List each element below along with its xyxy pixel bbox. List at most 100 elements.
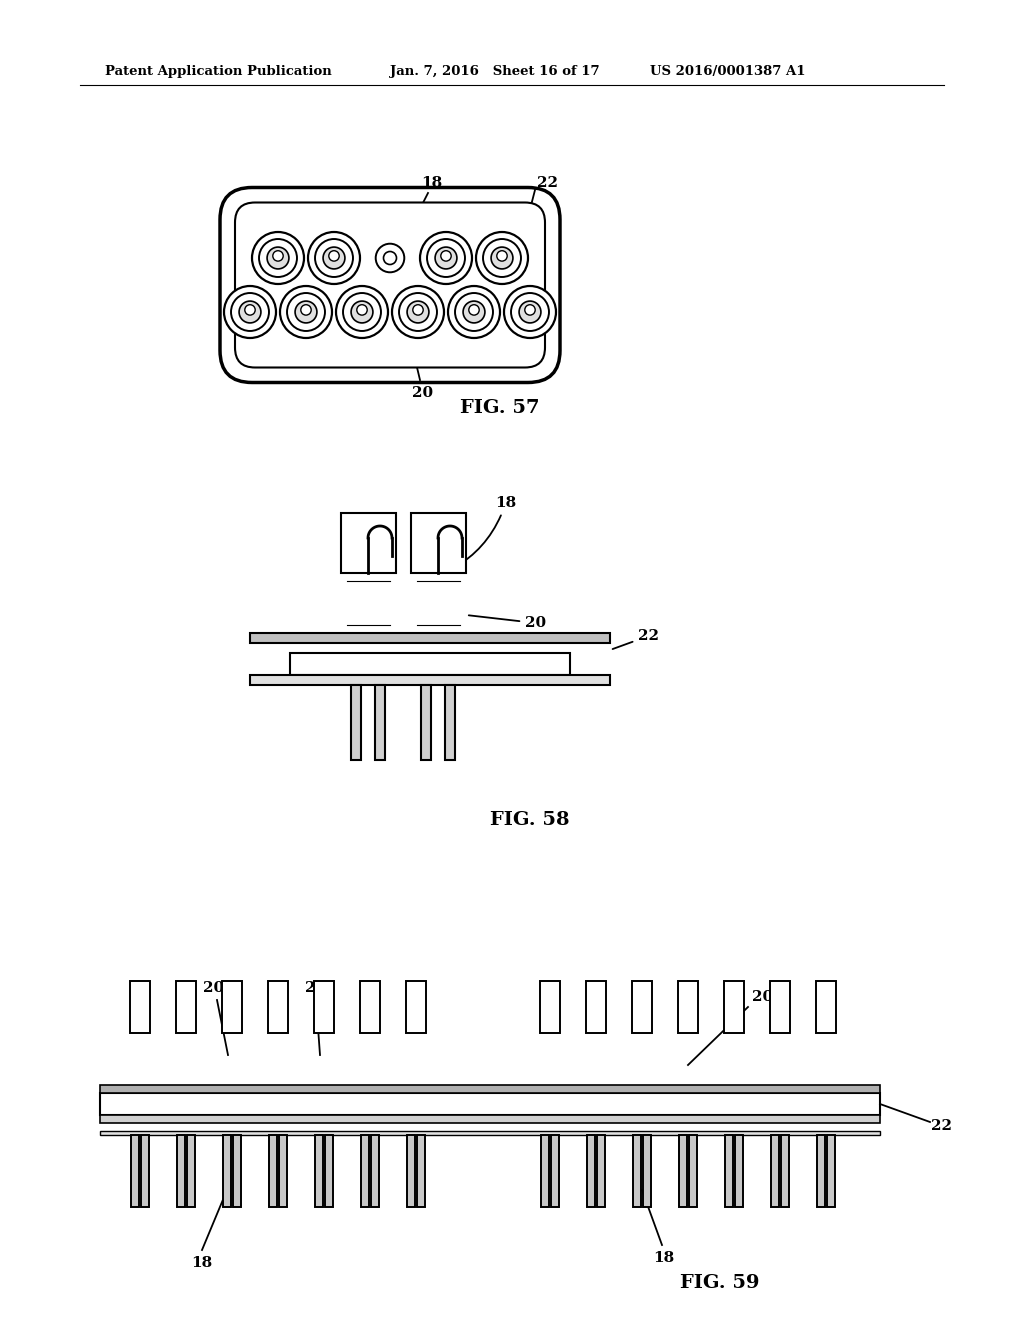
Circle shape: [435, 247, 457, 269]
Bar: [314, 981, 334, 1034]
Circle shape: [463, 301, 485, 323]
Circle shape: [420, 232, 472, 284]
Bar: [827, 1135, 835, 1206]
Bar: [233, 1135, 241, 1206]
Circle shape: [376, 244, 404, 272]
Circle shape: [267, 247, 289, 269]
Text: Patent Application Publication: Patent Application Publication: [105, 66, 332, 78]
Bar: [371, 1135, 379, 1206]
Bar: [540, 981, 560, 1034]
FancyBboxPatch shape: [234, 202, 545, 367]
Text: 18: 18: [653, 1251, 675, 1265]
Circle shape: [504, 286, 556, 338]
Circle shape: [280, 286, 332, 338]
Text: FIG. 58: FIG. 58: [490, 810, 569, 829]
Bar: [725, 1135, 733, 1206]
Circle shape: [469, 305, 479, 315]
Circle shape: [239, 301, 261, 323]
Circle shape: [224, 286, 276, 338]
Bar: [406, 981, 426, 1034]
Bar: [771, 1135, 779, 1206]
Circle shape: [343, 293, 381, 331]
Bar: [407, 1135, 415, 1206]
Circle shape: [524, 305, 536, 315]
Circle shape: [356, 305, 368, 315]
Bar: [187, 1135, 195, 1206]
Bar: [375, 685, 385, 760]
Bar: [587, 1135, 595, 1206]
Circle shape: [449, 286, 500, 338]
Circle shape: [476, 232, 528, 284]
Text: 22: 22: [932, 1119, 952, 1133]
Bar: [268, 981, 288, 1034]
FancyBboxPatch shape: [220, 187, 560, 383]
Bar: [817, 1135, 825, 1206]
Bar: [250, 675, 610, 685]
Text: Jan. 7, 2016   Sheet 16 of 17: Jan. 7, 2016 Sheet 16 of 17: [390, 66, 600, 78]
Bar: [411, 513, 466, 573]
Circle shape: [497, 251, 507, 261]
Circle shape: [308, 232, 360, 284]
Bar: [781, 1135, 790, 1206]
Bar: [176, 981, 196, 1034]
Bar: [222, 981, 242, 1034]
Bar: [541, 1135, 549, 1206]
Bar: [445, 685, 455, 760]
Text: 20: 20: [305, 981, 327, 995]
Bar: [100, 1085, 880, 1093]
Circle shape: [392, 286, 444, 338]
Bar: [100, 1093, 880, 1115]
Circle shape: [351, 301, 373, 323]
Bar: [551, 1135, 559, 1206]
Circle shape: [519, 301, 541, 323]
Bar: [100, 1131, 880, 1135]
Circle shape: [287, 293, 325, 331]
Bar: [770, 981, 790, 1034]
Circle shape: [492, 247, 513, 269]
Text: FIG. 59: FIG. 59: [680, 1274, 760, 1292]
Circle shape: [511, 293, 549, 331]
Circle shape: [408, 301, 429, 323]
Bar: [632, 981, 652, 1034]
Bar: [360, 981, 380, 1034]
Bar: [679, 1135, 687, 1206]
Circle shape: [301, 305, 311, 315]
Circle shape: [483, 239, 521, 277]
Text: 18: 18: [421, 176, 442, 190]
Text: 22: 22: [538, 176, 558, 190]
Text: 20: 20: [753, 990, 773, 1005]
Bar: [597, 1135, 605, 1206]
Bar: [633, 1135, 641, 1206]
Bar: [643, 1135, 651, 1206]
Text: 20: 20: [204, 981, 224, 995]
Text: 20: 20: [413, 385, 433, 400]
Bar: [678, 981, 698, 1034]
Text: 20: 20: [469, 615, 546, 630]
Text: 18: 18: [191, 1257, 213, 1270]
Circle shape: [252, 232, 304, 284]
Circle shape: [413, 305, 423, 315]
Text: 18: 18: [455, 496, 516, 568]
Text: FIG. 57: FIG. 57: [460, 399, 540, 417]
Bar: [315, 1135, 323, 1206]
Bar: [177, 1135, 185, 1206]
Circle shape: [272, 251, 284, 261]
Circle shape: [440, 251, 452, 261]
Bar: [130, 981, 150, 1034]
Bar: [724, 981, 744, 1034]
Text: 22: 22: [612, 630, 659, 649]
Bar: [223, 1135, 231, 1206]
Circle shape: [324, 247, 345, 269]
Circle shape: [259, 239, 297, 277]
Bar: [689, 1135, 697, 1206]
Bar: [250, 634, 610, 643]
Circle shape: [384, 252, 396, 264]
Bar: [131, 1135, 139, 1206]
Bar: [735, 1135, 743, 1206]
Circle shape: [295, 301, 316, 323]
Circle shape: [245, 305, 255, 315]
Text: US 2016/0001387 A1: US 2016/0001387 A1: [650, 66, 806, 78]
Bar: [325, 1135, 333, 1206]
Bar: [279, 1135, 287, 1206]
Bar: [421, 685, 431, 760]
